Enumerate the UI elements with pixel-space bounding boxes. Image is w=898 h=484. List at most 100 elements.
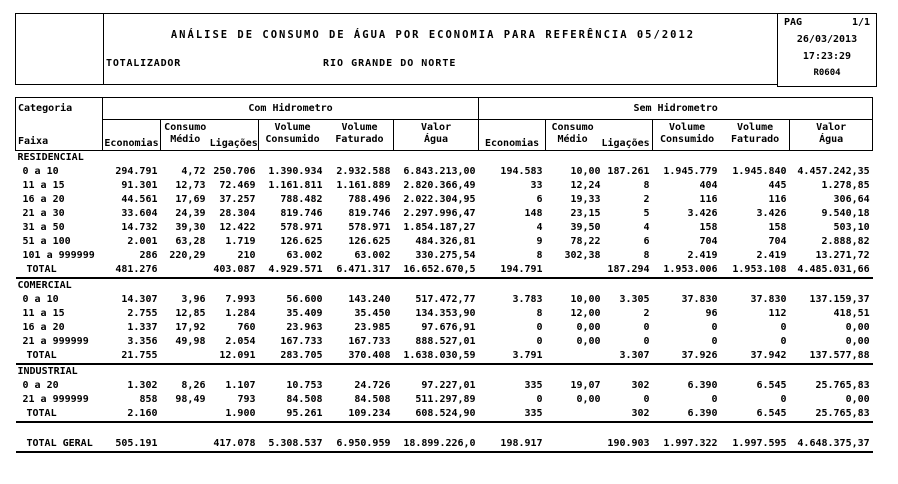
cell-value: 39,50 (570, 222, 601, 233)
cell-value: 2 (643, 194, 650, 205)
cell-value: 788.496 (348, 194, 391, 205)
cell-value: 1.953.108 (720, 263, 790, 279)
cell-value: 1.854.187,27 (403, 222, 476, 233)
total-label: TOTAL (15, 349, 103, 365)
section-total-row: TOTAL 481.276 403.087 4.929.571 6.471.317 16.… (15, 263, 873, 279)
faixa-value: 21 a 30 (22, 208, 65, 219)
cell-value: 167.733 (348, 336, 391, 347)
cell-value: 35.409 (286, 308, 323, 319)
cell-value (479, 278, 546, 293)
category-name: COMERCIAL (17, 280, 72, 291)
grand-total-label: TOTAL GERAL (15, 437, 103, 453)
group-com-hidrometro: Com Hidrometro (101, 97, 480, 120)
cell-value: 10,00 (570, 166, 601, 177)
col-header-consumo-medio: Consumo Médio (164, 122, 207, 145)
cell-value: 6.390 (687, 380, 718, 391)
cell-value: 819.746 (348, 208, 391, 219)
cell-value: 13.271,72 (815, 250, 870, 261)
cell-value: 1.284 (225, 308, 256, 319)
report-region: RIO GRANDE DO NORTE (323, 58, 457, 69)
cell-value: 194.791 (478, 263, 546, 279)
cell-value (103, 364, 161, 379)
col-header-valor-agua-sem: Valor Água (789, 119, 874, 151)
cell-value: 3.791 (478, 349, 546, 365)
faixa-row: 16 a 20 1.337 17,92 760 23.963 23.985 97.676,9… (16, 321, 873, 335)
cell-value: 91.301 (121, 180, 158, 191)
cell-value (160, 263, 209, 279)
cell-value (790, 422, 873, 437)
cell-value: 2.160 (102, 407, 161, 423)
cell-value: 0 (536, 336, 543, 347)
cell-value: 2.022.304,95 (403, 194, 476, 205)
categoria-label: Categoria (18, 103, 73, 114)
cell-value (394, 151, 479, 166)
category-row: RESIDENCIAL (16, 151, 873, 166)
cell-value (209, 364, 259, 379)
cell-value (604, 422, 653, 437)
cell-value: 16.652.670,5 (393, 263, 479, 279)
cell-value (653, 422, 721, 437)
cell-value: 1.390.934 (268, 166, 323, 177)
cell-value: 1.107 (225, 380, 256, 391)
cell-value: 44.561 (121, 194, 158, 205)
cell-value: 2.419 (687, 250, 718, 261)
cell-value: 1.161.811 (268, 180, 323, 191)
cell-value: 0 (643, 322, 650, 333)
cell-value: 6 (643, 236, 650, 247)
faixa-value: 0 a 20 (22, 380, 59, 391)
cell-value (209, 278, 259, 293)
cell-value: 2.419 (756, 250, 787, 261)
cell-value: 187.261 (607, 166, 650, 177)
cell-value: 2.932.588 (336, 166, 391, 177)
cell-value: 12.422 (219, 222, 256, 233)
report-table-body: RESIDENCIAL 0 a 10 294.791 4,72 250.706 1.390… (15, 151, 873, 453)
cell-value: 330.275,54 (415, 250, 476, 261)
cell-value: 4.648.375,37 (789, 437, 873, 453)
cell-value: 12.091 (208, 349, 259, 365)
faixa-row: 101 a 999999 286 220,29 210 63.002 63.002 330.… (16, 249, 873, 263)
cell-value: 78,22 (570, 236, 601, 247)
cell-value (546, 278, 604, 293)
cell-value: 25.765,83 (789, 407, 873, 423)
cell-value: 0,00 (845, 394, 870, 405)
faixa-row: 21 a 30 33.604 24,39 28.304 819.746 819.746 2.… (16, 207, 873, 221)
cell-value: 0,00 (845, 322, 870, 333)
cell-value (326, 364, 394, 379)
cell-value: 21.755 (102, 349, 161, 365)
cell-value: 4.457.242,35 (797, 166, 870, 177)
faixa-value: 11 a 15 (22, 308, 65, 319)
cell-value: 418,51 (833, 308, 870, 319)
cell-value: 1.719 (225, 236, 256, 247)
cell-value: 3.783 (512, 294, 543, 305)
cell-value: 112 (768, 308, 787, 319)
cell-value: 25.765,83 (815, 380, 870, 391)
cell-value: 63.002 (354, 250, 391, 261)
cell-value: 0 (711, 336, 718, 347)
col-header-volume-consumido: Volume Consumido (265, 122, 320, 145)
cell-value: 294.791 (115, 166, 158, 177)
col-header-economias-com: Economias (102, 119, 161, 151)
col-header-consumo-medio: Consumo Médio (551, 122, 594, 145)
faixa-value: 0 a 10 (22, 166, 59, 177)
cell-value: 63,28 (175, 236, 206, 247)
cell-value (160, 349, 209, 365)
col-header-volume-consumido: Volume Consumido (659, 122, 715, 145)
cell-value: 190.903 (603, 437, 653, 453)
cell-value: 126.625 (348, 236, 391, 247)
cell-value (161, 422, 209, 437)
cell-value: 137.159,37 (809, 294, 870, 305)
cell-value: 0,00 (576, 336, 601, 347)
cell-value: 511.297,89 (415, 394, 476, 405)
corner-cell: Categoria Faixa (15, 97, 103, 151)
cell-value: 39,30 (175, 222, 206, 233)
cell-value: 3.426 (687, 208, 718, 219)
cell-value: 608.524,90 (393, 407, 479, 423)
section-total-row: TOTAL 2.160 1.900 95.261 109.234 608.524,90 33… (15, 407, 873, 423)
cell-value: 8 (536, 308, 543, 319)
cell-value: 3.307 (603, 349, 653, 365)
group-sem-hidrometro: Sem Hidrometro (478, 97, 874, 120)
total-label: TOTAL (15, 407, 103, 423)
cell-value: 1.638.030,59 (393, 349, 479, 365)
cell-value: 95.261 (258, 407, 326, 423)
cell-value: 35.450 (354, 308, 391, 319)
